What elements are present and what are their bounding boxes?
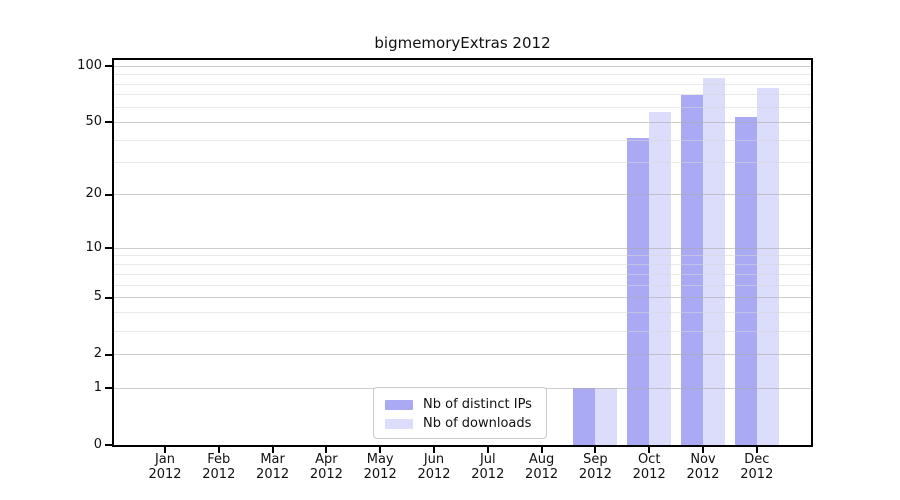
x-tick-mar bbox=[271, 447, 274, 453]
plot-inner: Nb of distinct IPs Nb of downloads bbox=[114, 60, 811, 445]
y-tick-5 bbox=[105, 296, 112, 299]
x-tick-nov bbox=[702, 447, 704, 453]
x-tick-jun bbox=[433, 447, 435, 453]
legend: Nb of distinct IPs Nb of downloads bbox=[373, 387, 547, 439]
plot-area: Nb of distinct IPs Nb of downloads bbox=[112, 58, 813, 447]
bar-nb-of-distinct-ips-oct bbox=[627, 138, 650, 445]
x-tick-label-apr: Apr 2012 bbox=[309, 452, 343, 482]
gridline-10 bbox=[114, 247, 811, 249]
y-tick-1 bbox=[105, 387, 112, 390]
gridline-20 bbox=[114, 194, 811, 196]
y-tick-20 bbox=[105, 193, 112, 196]
x-tick-label-nov: Nov 2012 bbox=[686, 452, 720, 482]
y-tick-0 bbox=[105, 444, 112, 446]
y-tick-label-10: 10 bbox=[85, 239, 102, 255]
bar-nb-of-downloads-nov bbox=[703, 78, 725, 445]
y-tick-label-50: 50 bbox=[85, 113, 102, 129]
x-tick-oct bbox=[648, 447, 651, 453]
gridline-60 bbox=[114, 106, 811, 108]
x-tick-sep bbox=[594, 447, 597, 453]
x-tick-may bbox=[379, 447, 382, 453]
bar-nb-of-downloads-sep bbox=[595, 388, 618, 445]
y-tick-100 bbox=[105, 65, 112, 67]
gridline-50 bbox=[114, 121, 811, 123]
gridline-40 bbox=[114, 139, 811, 141]
y-tick-2 bbox=[105, 353, 112, 356]
gridline-100 bbox=[114, 65, 811, 67]
x-tick-feb bbox=[217, 447, 220, 453]
bar-nb-of-distinct-ips-sep bbox=[573, 388, 596, 445]
chart-title: bigmemoryExtras 2012 bbox=[374, 34, 551, 52]
y-tick-10 bbox=[105, 247, 112, 250]
gridline-30 bbox=[114, 162, 811, 164]
x-tick-label-jan: Jan 2012 bbox=[148, 452, 182, 482]
gridline-80 bbox=[114, 83, 811, 85]
legend-entry-distinct-ips: Nb of distinct IPs bbox=[385, 396, 546, 413]
x-tick-label-sep: Sep 2012 bbox=[578, 452, 612, 482]
y-tick-label-1: 1 bbox=[93, 379, 102, 395]
x-tick-aug bbox=[540, 447, 543, 453]
y-tick-label-100: 100 bbox=[77, 57, 102, 73]
legend-label-downloads: Nb of downloads bbox=[423, 416, 532, 431]
gridline-8 bbox=[114, 264, 811, 266]
bar-nb-of-downloads-dec bbox=[756, 88, 779, 445]
gridline-5 bbox=[114, 297, 811, 299]
bar-nb-of-distinct-ips-dec bbox=[734, 117, 757, 445]
y-tick-label-2: 2 bbox=[93, 346, 102, 362]
gridline-4 bbox=[114, 312, 811, 314]
legend-label-distinct-ips: Nb of distinct IPs bbox=[423, 397, 532, 412]
y-tick-50 bbox=[105, 121, 112, 124]
x-tick-label-aug: Aug 2012 bbox=[525, 452, 559, 482]
x-tick-dec bbox=[755, 447, 758, 453]
gridline-9 bbox=[114, 255, 811, 257]
distinct-ips-swatch bbox=[385, 399, 413, 410]
x-tick-label-may: May 2012 bbox=[363, 452, 397, 482]
gridline-70 bbox=[114, 94, 811, 96]
x-tick-label-jul: Jul 2012 bbox=[471, 452, 505, 482]
x-tick-apr bbox=[325, 447, 328, 453]
x-tick-label-mar: Mar 2012 bbox=[256, 452, 290, 482]
x-tick-jan bbox=[164, 447, 166, 453]
x-tick-jul bbox=[486, 447, 489, 453]
downloads-swatch bbox=[385, 418, 413, 429]
x-tick-label-dec: Dec 2012 bbox=[740, 452, 774, 482]
gridline-2 bbox=[114, 354, 811, 356]
y-tick-label-20: 20 bbox=[85, 186, 102, 202]
gridline-3 bbox=[114, 330, 811, 332]
legend-entry-downloads: Nb of downloads bbox=[385, 415, 546, 432]
gridline-90 bbox=[114, 74, 811, 76]
gridline-6 bbox=[114, 284, 811, 286]
y-tick-label-5: 5 bbox=[93, 289, 102, 305]
gridline-7 bbox=[114, 273, 811, 275]
x-tick-label-oct: Oct 2012 bbox=[632, 452, 666, 482]
bar-nb-of-distinct-ips-nov bbox=[681, 94, 703, 445]
x-tick-label-jun: Jun 2012 bbox=[417, 452, 451, 482]
y-tick-label-0: 0 bbox=[93, 436, 102, 452]
x-tick-label-feb: Feb 2012 bbox=[202, 452, 236, 482]
